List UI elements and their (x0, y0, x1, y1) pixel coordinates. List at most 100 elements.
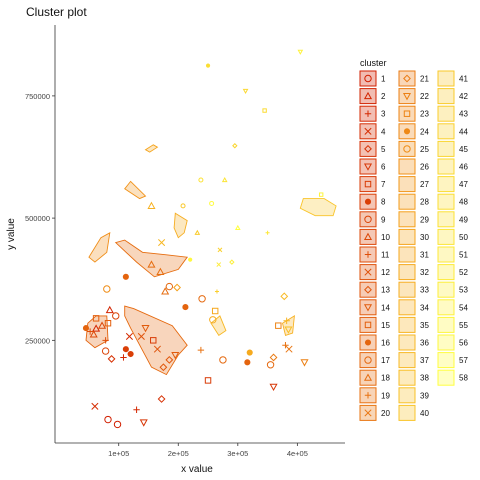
legend-label: 33 (420, 286, 429, 295)
legend-label: 15 (381, 321, 390, 330)
point-cluster-57 (209, 200, 215, 206)
legend-label: 18 (381, 374, 390, 383)
legend-item-9: 9 (359, 211, 386, 228)
point-cluster-19 (282, 342, 289, 349)
cluster-hull-18 (114, 239, 189, 278)
legend-items: 1234567891011121314151617181920212223242… (359, 70, 468, 421)
legend-key (398, 228, 416, 245)
point-cluster-47 (262, 108, 267, 113)
point-cluster-31 (211, 307, 219, 315)
point-cluster-52 (216, 262, 222, 267)
point-cluster-18 (147, 260, 156, 268)
legend-label: 35 (420, 321, 429, 330)
point-cluster-9 (101, 347, 110, 355)
point-cluster-18 (156, 267, 165, 275)
legend-item-7: 7 (359, 176, 386, 193)
legend-key (398, 176, 416, 193)
point-cluster-4 (91, 402, 99, 410)
legend-item-38: 38 (398, 369, 429, 386)
point-cluster-41 (180, 203, 186, 209)
legend-item-49: 49 (437, 211, 468, 228)
x-ticks: 1e+05 2e+05 3e+05 4e+05 (108, 443, 308, 458)
legend-key (437, 334, 455, 351)
legend-key (359, 70, 377, 87)
point-cluster-15 (104, 320, 112, 327)
legend-label: 22 (420, 92, 429, 101)
legend-item-37: 37 (398, 352, 429, 369)
point-cluster-51 (265, 230, 270, 235)
legend-label: 20 (381, 409, 390, 418)
point-cluster-49 (198, 177, 204, 183)
legend-label: 52 (459, 268, 468, 277)
point-cluster-33 (209, 316, 217, 324)
point-cluster-17 (219, 356, 227, 364)
point-cluster-16 (122, 273, 129, 280)
legend-key (398, 404, 416, 421)
legend-key (437, 299, 455, 316)
point-cluster-12 (137, 332, 145, 340)
legend-label: 47 (459, 180, 468, 189)
legend-label: 41 (459, 75, 468, 84)
legend-item-33: 33 (398, 281, 429, 298)
point-cluster-9 (112, 312, 120, 320)
point-cluster-23 (275, 322, 282, 329)
legend-key (398, 105, 416, 122)
legend-key (398, 193, 416, 210)
point-cluster-13 (165, 355, 174, 364)
point-cluster-16 (82, 325, 90, 332)
legend-item-15: 15 (359, 316, 390, 333)
legend-item-34: 34 (398, 299, 429, 316)
x-tick-label: 2e+05 (168, 449, 189, 458)
cluster-hull-26 (124, 180, 147, 200)
legend-label: 45 (459, 145, 468, 154)
legend-label: 57 (459, 356, 468, 365)
point-cluster-1 (104, 415, 112, 424)
legend-key (437, 70, 455, 87)
legend-label: 6 (381, 163, 386, 172)
legend-label: 16 (381, 339, 390, 348)
legend-item-57: 57 (437, 352, 468, 369)
legend-key (398, 334, 416, 351)
cluster-hull-25 (88, 231, 111, 263)
cluster-hull-40 (299, 198, 337, 217)
legend-label: 34 (420, 303, 429, 312)
legend-key (398, 299, 416, 316)
legend-label: 9 (381, 215, 386, 224)
point-cluster-17 (198, 295, 206, 303)
point-cluster-10 (97, 321, 107, 329)
legend-item-27: 27 (398, 176, 429, 193)
point-cluster-14 (141, 325, 150, 333)
legend-item-31: 31 (398, 246, 429, 263)
point-cluster-2 (92, 324, 101, 332)
legend-item-42: 42 (437, 88, 468, 105)
legend-label: 50 (459, 233, 468, 242)
legend-key (437, 140, 455, 157)
point-cluster-1 (113, 420, 122, 429)
legend-item-35: 35 (398, 316, 429, 333)
legend-item-11: 11 (359, 246, 390, 263)
legend-key (359, 281, 377, 298)
legend-label: 46 (459, 163, 468, 172)
point-cluster-22 (300, 359, 309, 367)
legend-item-50: 50 (437, 228, 468, 245)
legend-key (398, 387, 416, 404)
legend-item-5: 5 (359, 140, 386, 157)
chart-title: Cluster plot (26, 5, 87, 19)
point-cluster-42 (194, 229, 201, 235)
legend-item-6: 6 (359, 158, 386, 175)
y-axis-title: y value (6, 218, 17, 250)
legend-item-43: 43 (437, 105, 468, 122)
legend-item-32: 32 (398, 264, 429, 281)
point-cluster-16 (182, 304, 189, 311)
legend-item-46: 46 (437, 158, 468, 175)
legend-label: 21 (420, 75, 429, 84)
legend-label: 32 (420, 268, 429, 277)
legend-label: 28 (420, 198, 429, 207)
point-cluster-19 (197, 346, 205, 354)
point-cluster-29 (173, 283, 181, 292)
legend-key (359, 299, 377, 316)
point-cluster-34 (147, 201, 156, 209)
legend-key (398, 88, 416, 105)
legend-item-4: 4 (359, 123, 386, 140)
